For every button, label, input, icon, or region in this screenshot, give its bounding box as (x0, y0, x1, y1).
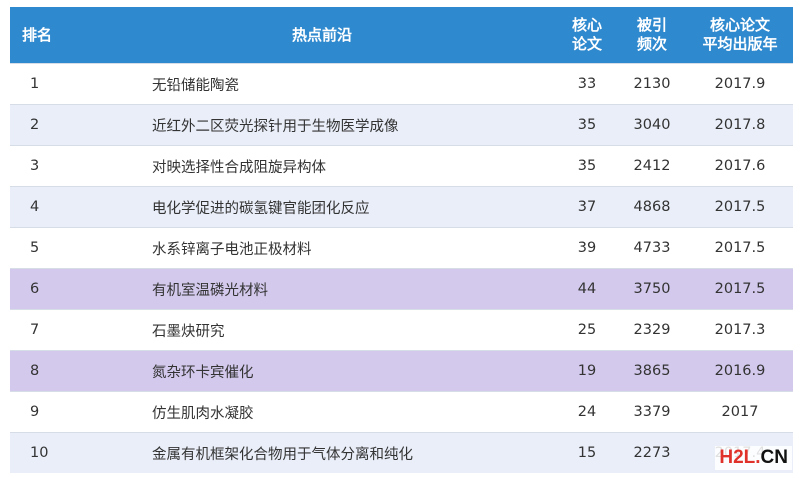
header-citations-line2: 频次 (636, 35, 667, 53)
cell-rank: 1 (30, 76, 40, 92)
cell-core: 33 (577, 76, 597, 92)
cell-core: 19 (577, 363, 597, 379)
cell-topic: 对映选择性合成阻旋异构体 (152, 159, 326, 176)
cell-topic: 石墨炔研究 (152, 323, 225, 340)
header-citations-line1: 被引 (636, 16, 667, 34)
header-rank: 排名 (22, 25, 53, 44)
cell-cites: 2130 (633, 76, 671, 92)
cell-topic: 金属有机框架化合物用于气体分离和纯化 (152, 446, 413, 463)
cell-cites: 4868 (633, 199, 671, 215)
table-row: 1 无铅储能陶瓷 33 2130 2017.9 (10, 63, 793, 104)
table-row: 3 对映选择性合成阻旋异构体 35 2412 2017.6 (10, 145, 793, 186)
table-header: 排名 热点前沿 核心 论文 被引 频次 核心论文 平均出版年 (10, 7, 793, 63)
cell-rank: 4 (30, 199, 40, 215)
cell-topic: 电化学促进的碳氢键官能团化反应 (152, 200, 370, 217)
cell-core: 24 (577, 404, 597, 420)
cell-rank: 2 (30, 117, 40, 133)
table-row: 10 金属有机框架化合物用于气体分离和纯化 15 2273 2017.4 (10, 432, 793, 473)
header-core-papers: 核心 论文 (557, 16, 617, 54)
cell-year: 2016.9 (714, 363, 766, 379)
cell-cites: 3040 (633, 117, 671, 133)
hot-frontiers-table: 排名 热点前沿 核心 论文 被引 频次 核心论文 平均出版年 1 无铅储能陶瓷 … (10, 7, 793, 473)
cell-year: 2017 (721, 404, 759, 420)
table-row: 8 氮杂环卡宾催化 19 3865 2016.9 (10, 350, 793, 391)
cell-topic: 仿生肌肉水凝胶 (152, 405, 254, 422)
cell-core: 25 (577, 322, 597, 338)
cell-year: 2017.9 (714, 76, 766, 92)
table-row: 5 水系锌离子电池正极材料 39 4733 2017.5 (10, 227, 793, 268)
cell-cites: 2273 (633, 445, 671, 461)
table-row: 6 有机室温磷光材料 44 3750 2017.5 (10, 268, 793, 309)
cell-rank: 5 (30, 240, 40, 256)
site-watermark: H2L.CN (715, 446, 792, 470)
header-avg-year-line1: 核心论文 (709, 16, 770, 34)
cell-core: 15 (577, 445, 597, 461)
cell-cites: 3379 (633, 404, 671, 420)
table-row: 7 石墨炔研究 25 2329 2017.3 (10, 309, 793, 350)
header-avg-year-line2: 平均出版年 (702, 35, 778, 53)
cell-year: 2017.5 (714, 199, 766, 215)
cell-rank: 9 (30, 404, 40, 420)
cell-rank: 3 (30, 158, 40, 174)
cell-core: 39 (577, 240, 597, 256)
watermark-dot: . (755, 447, 761, 468)
cell-topic: 氮杂环卡宾催化 (152, 364, 254, 381)
cell-topic: 有机室温磷光材料 (152, 282, 268, 299)
table-row: 9 仿生肌肉水凝胶 24 3379 2017 (10, 391, 793, 432)
cell-cites: 3865 (633, 363, 671, 379)
cell-cites: 2329 (633, 322, 671, 338)
cell-topic: 水系锌离子电池正极材料 (152, 241, 312, 258)
cell-rank: 10 (30, 445, 49, 461)
cell-topic: 近红外二区荧光探针用于生物医学成像 (152, 118, 399, 135)
header-core-papers-line2: 论文 (571, 35, 602, 53)
table-row: 4 电化学促进的碳氢键官能团化反应 37 4868 2017.5 (10, 186, 793, 227)
cell-year: 2017.5 (714, 240, 766, 256)
cell-year: 2017.5 (714, 281, 766, 297)
cell-topic: 无铅储能陶瓷 (152, 77, 239, 94)
cell-rank: 7 (30, 322, 40, 338)
cell-core: 35 (577, 158, 597, 174)
cell-year: 2017.6 (714, 158, 766, 174)
cell-rank: 6 (30, 281, 40, 297)
cell-core: 35 (577, 117, 597, 133)
header-citations: 被引 频次 (617, 16, 687, 54)
cell-year: 2017.8 (714, 117, 766, 133)
cell-rank: 8 (30, 363, 40, 379)
header-core-papers-line1: 核心 (571, 16, 602, 34)
table-row: 2 近红外二区荧光探针用于生物医学成像 35 3040 2017.8 (10, 104, 793, 145)
cell-core: 37 (577, 199, 597, 215)
header-avg-year: 核心论文 平均出版年 (687, 16, 793, 54)
cell-core: 44 (577, 281, 597, 297)
watermark-domain: CN (760, 447, 788, 468)
header-topic: 热点前沿 (292, 25, 353, 44)
cell-cites: 2412 (633, 158, 671, 174)
cell-cites: 3750 (633, 281, 671, 297)
watermark-brand: H2L (719, 447, 756, 468)
cell-year: 2017.3 (714, 322, 766, 338)
cell-cites: 4733 (633, 240, 671, 256)
